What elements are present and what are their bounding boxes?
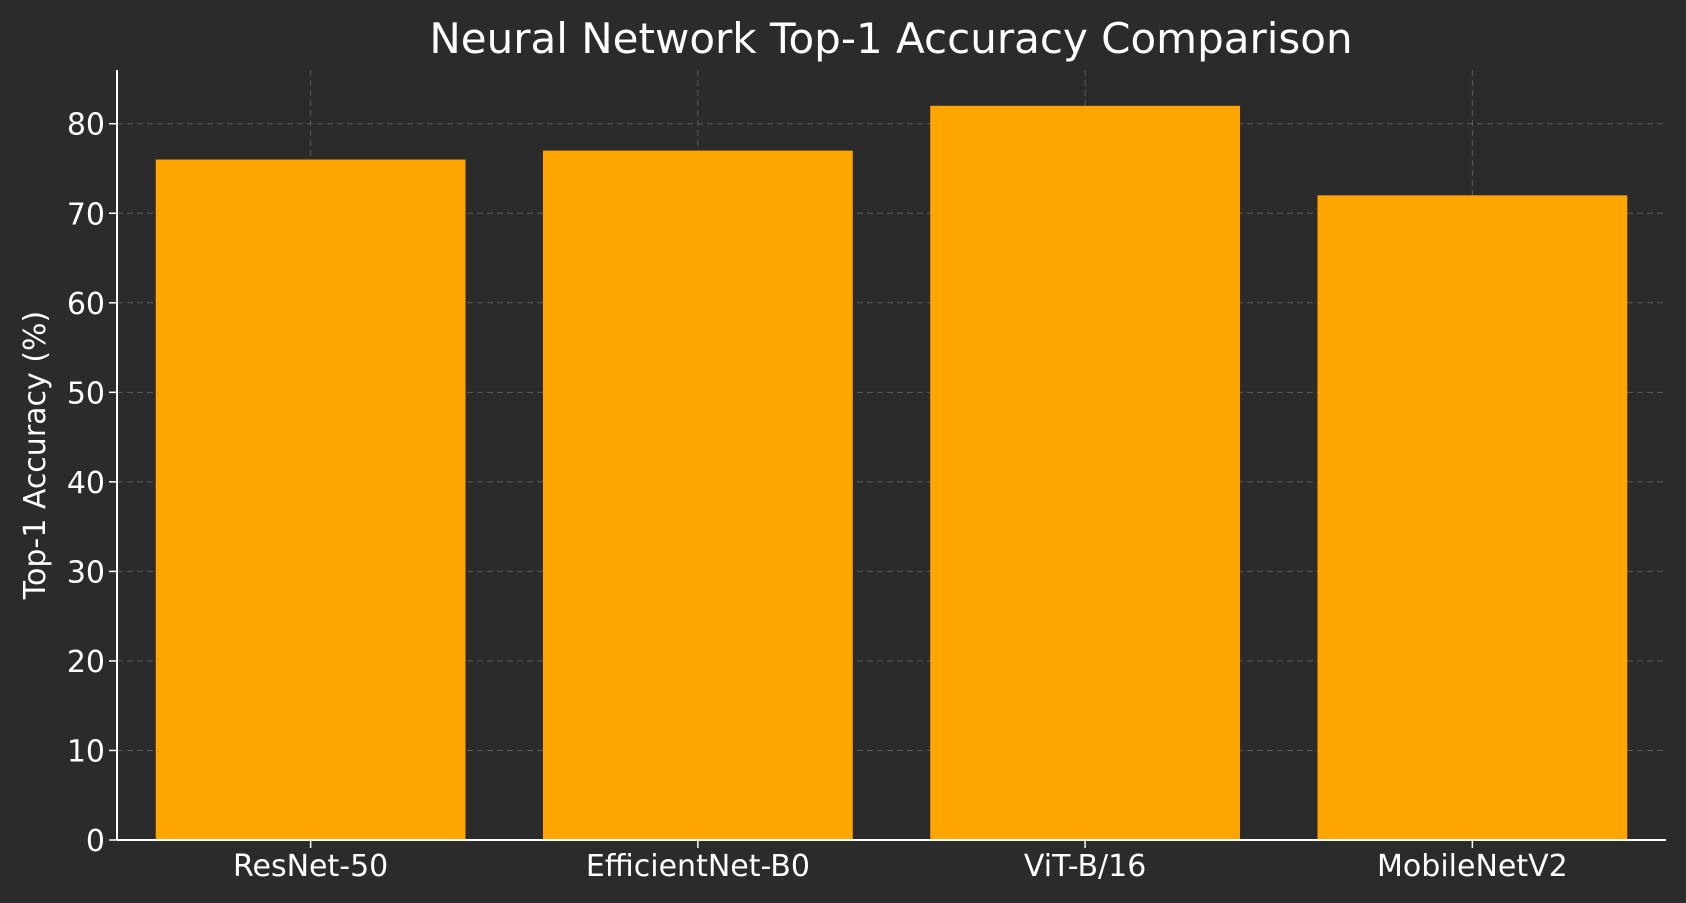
tick-labels: 0 10 20 30 40 50 60 70 80 ResNet-50 EfficientNet-B… <box>67 108 1568 884</box>
x-tick-label: ViT-B/16 <box>1024 849 1146 884</box>
axes <box>109 70 1666 848</box>
bars <box>155 105 1628 841</box>
bar <box>1317 195 1628 841</box>
bar <box>542 150 853 840</box>
y-tick-label: 40 <box>67 466 105 501</box>
y-tick-label: 60 <box>67 287 105 322</box>
y-axis-label: Top-1 Accuracy (%) <box>18 311 53 601</box>
y-tick-label: 70 <box>67 197 105 232</box>
bar <box>155 159 466 840</box>
x-tick-label: EfficientNet-B0 <box>586 849 810 884</box>
y-tick-label: 10 <box>67 734 105 769</box>
y-tick-label: 50 <box>67 376 105 411</box>
y-tick-label: 0 <box>86 824 105 859</box>
x-tick-label: ResNet-50 <box>233 849 388 884</box>
y-tick-label: 20 <box>67 645 105 680</box>
y-tick-label: 80 <box>67 108 105 143</box>
bar <box>930 105 1241 840</box>
chart-title: Neural Network Top-1 Accuracy Comparison <box>429 14 1352 63</box>
x-tick-label: MobileNetV2 <box>1377 849 1568 884</box>
y-tick-label: 30 <box>67 555 105 590</box>
